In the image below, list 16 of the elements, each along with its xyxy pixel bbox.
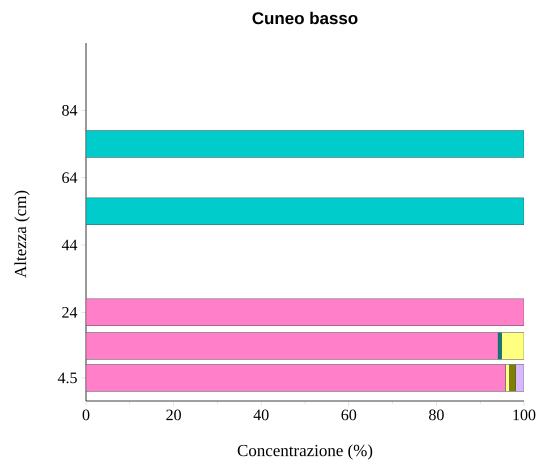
x-tick-label: 0 [82, 410, 90, 420]
y-tick-label: 24 [62, 307, 78, 318]
y-tick-label: 84 [62, 104, 78, 116]
x-tick-label: 100 [513, 410, 536, 420]
chart-title: Cuneo basso [252, 12, 358, 24]
x-tick-label: 20 [166, 410, 181, 420]
x-tick-label: 80 [429, 410, 444, 420]
x-axis-title: Concentrazione (%) [238, 444, 372, 460]
x-tick-label: 60 [342, 410, 356, 420]
y-axis-title: Altezza (cm) [14, 190, 30, 278]
bar [501, 332, 524, 360]
y-tick-label: 4.5 [58, 372, 77, 384]
y-tick-label: 44 [62, 240, 78, 250]
y-tick-label: 64 [62, 172, 78, 183]
x-tick-label: 40 [254, 410, 269, 420]
bar [86, 130, 524, 158]
